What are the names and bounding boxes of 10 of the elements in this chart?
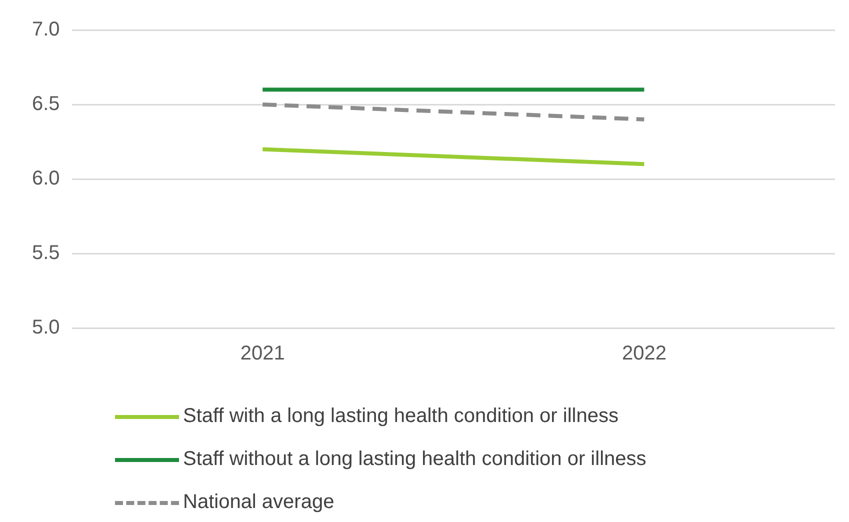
y-tick-label: 6.5 bbox=[32, 93, 60, 116]
x-tick-label: 2021 bbox=[240, 342, 285, 365]
x-tick-label: 2022 bbox=[622, 342, 666, 365]
y-tick-label: 6.0 bbox=[32, 168, 60, 190]
y-tick-label: 5.5 bbox=[32, 242, 60, 264]
y-tick-label: 7.0 bbox=[32, 18, 60, 41]
y-tick-label: 5.0 bbox=[32, 316, 60, 339]
legend-label: National average bbox=[183, 491, 334, 514]
legend-label: Staff with a long lasting health condition or illness bbox=[183, 405, 618, 428]
legend-label: Staff without a long lasting health condition or illness bbox=[183, 448, 646, 471]
